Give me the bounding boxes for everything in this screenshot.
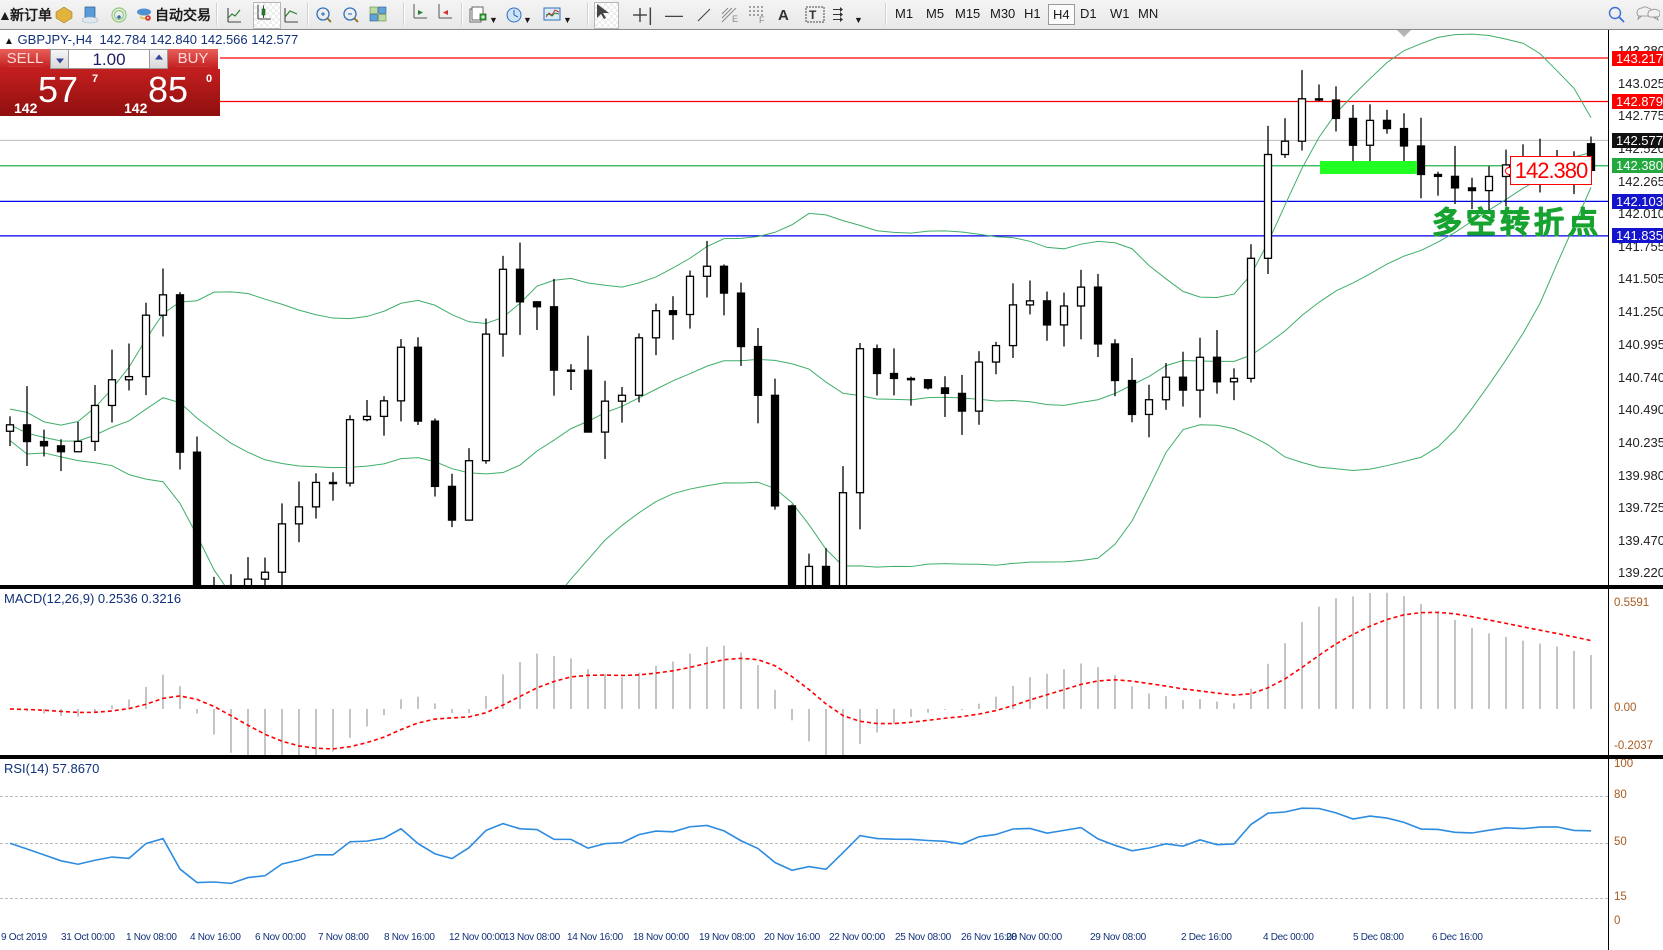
- svg-text:F: F: [759, 15, 765, 24]
- svg-text:E: E: [732, 14, 738, 24]
- svg-text:T: T: [809, 8, 817, 22]
